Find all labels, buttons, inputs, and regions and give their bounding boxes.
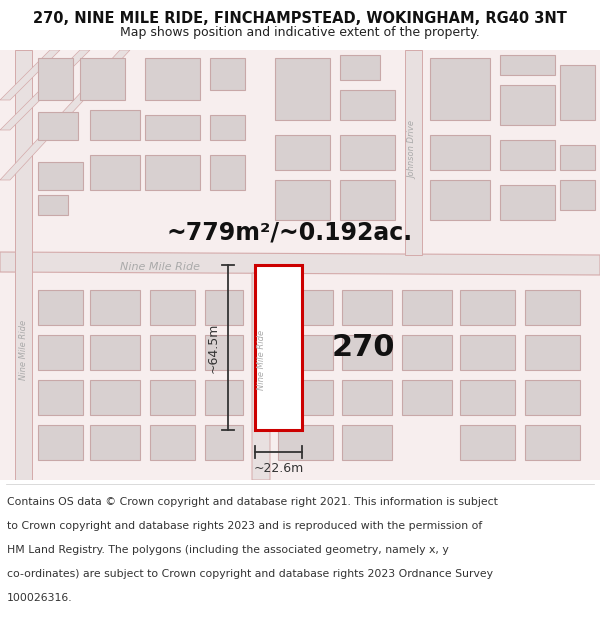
Bar [205, 335, 243, 370]
Bar [402, 335, 452, 370]
Text: co-ordinates) are subject to Crown copyright and database rights 2023 Ordnance S: co-ordinates) are subject to Crown copyr… [7, 569, 493, 579]
Polygon shape [0, 50, 130, 180]
Polygon shape [0, 50, 90, 130]
Bar [402, 290, 452, 325]
Bar [342, 425, 392, 460]
Bar [205, 380, 243, 415]
Bar [150, 290, 195, 325]
Text: ~22.6m: ~22.6m [253, 462, 304, 475]
Bar [500, 85, 555, 125]
Bar [150, 425, 195, 460]
Text: HM Land Registry. The polygons (including the associated geometry, namely x, y: HM Land Registry. The polygons (includin… [7, 545, 449, 555]
Bar [525, 290, 580, 325]
Bar [90, 290, 140, 325]
Bar [500, 55, 555, 75]
Bar [90, 155, 140, 190]
Bar [90, 425, 140, 460]
Bar [525, 335, 580, 370]
Bar [150, 335, 195, 370]
Bar [275, 58, 330, 120]
Bar [278, 425, 333, 460]
Bar [430, 135, 490, 170]
Polygon shape [15, 50, 32, 480]
Polygon shape [405, 50, 422, 255]
Bar [210, 58, 245, 90]
Bar [525, 425, 580, 460]
Polygon shape [0, 50, 60, 100]
Bar [145, 115, 200, 140]
Polygon shape [252, 273, 270, 480]
Text: 100026316.: 100026316. [7, 593, 73, 603]
Bar [145, 58, 200, 100]
Bar [278, 290, 333, 325]
Bar [460, 425, 515, 460]
Bar [205, 290, 243, 325]
Text: Nine Mile Ride: Nine Mile Ride [19, 320, 28, 380]
Bar [340, 55, 380, 80]
Bar [500, 140, 555, 170]
Bar [340, 180, 395, 220]
Bar [342, 290, 392, 325]
Bar [90, 110, 140, 140]
Bar [560, 180, 595, 210]
Bar [90, 380, 140, 415]
Bar [38, 58, 73, 100]
Bar [525, 380, 580, 415]
Text: 270: 270 [332, 333, 395, 362]
Bar [150, 380, 195, 415]
Bar [275, 135, 330, 170]
Polygon shape [0, 252, 600, 275]
Text: Contains OS data © Crown copyright and database right 2021. This information is : Contains OS data © Crown copyright and d… [7, 498, 498, 508]
Bar [460, 380, 515, 415]
Bar [210, 115, 245, 140]
Bar [430, 58, 490, 120]
Text: Map shows position and indicative extent of the property.: Map shows position and indicative extent… [120, 26, 480, 39]
Bar [205, 425, 243, 460]
Text: 270, NINE MILE RIDE, FINCHAMPSTEAD, WOKINGHAM, RG40 3NT: 270, NINE MILE RIDE, FINCHAMPSTEAD, WOKI… [33, 11, 567, 26]
Bar [38, 335, 83, 370]
Bar [210, 155, 245, 190]
Bar [402, 380, 452, 415]
Text: ~64.5m: ~64.5m [207, 322, 220, 372]
Bar [38, 195, 68, 215]
Bar [560, 145, 595, 170]
Bar [255, 265, 302, 430]
Bar [342, 335, 392, 370]
Bar [430, 180, 490, 220]
Text: Nine Mile Ride: Nine Mile Ride [257, 330, 265, 390]
Bar [342, 380, 392, 415]
Text: to Crown copyright and database rights 2023 and is reproduced with the permissio: to Crown copyright and database rights 2… [7, 521, 482, 531]
Bar [38, 380, 83, 415]
Bar [80, 58, 125, 100]
Text: Nine Mile Ride: Nine Mile Ride [120, 262, 200, 272]
Bar [500, 185, 555, 220]
Bar [278, 380, 333, 415]
Bar [38, 112, 78, 140]
Bar [38, 162, 83, 190]
Bar [38, 425, 83, 460]
Bar [560, 65, 595, 120]
Bar [278, 335, 333, 370]
Bar [90, 335, 140, 370]
Bar [340, 90, 395, 120]
Bar [460, 335, 515, 370]
Text: ~779m²/~0.192ac.: ~779m²/~0.192ac. [167, 221, 413, 245]
Text: Johnson Drive: Johnson Drive [409, 121, 418, 179]
Bar [340, 135, 395, 170]
Bar [145, 155, 200, 190]
Bar [460, 290, 515, 325]
Bar [38, 290, 83, 325]
Bar [275, 180, 330, 220]
